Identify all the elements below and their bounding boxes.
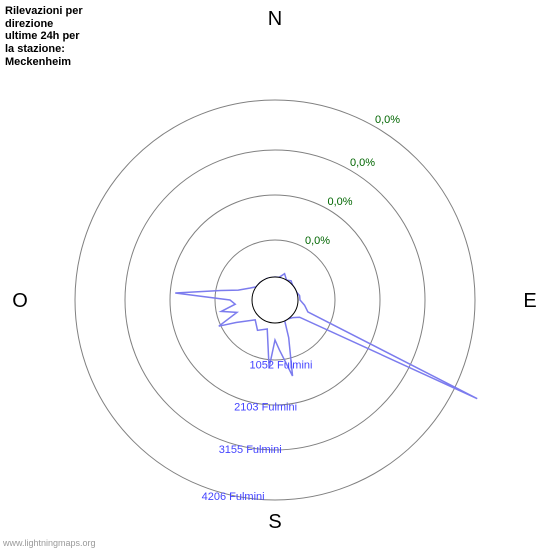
ring-fulmini-label: 4206 Fulmini xyxy=(202,491,265,503)
ring-fulmini-label: 2103 Fulmini xyxy=(234,402,297,414)
footer-link: www.lightningmaps.org xyxy=(3,538,96,548)
ring-pct-label: 0,0% xyxy=(328,196,353,208)
cardinal-label: N xyxy=(268,8,282,30)
cardinal-label: O xyxy=(12,290,28,312)
ring-pct-label: 0,0% xyxy=(305,235,330,247)
wind-rose xyxy=(175,274,477,399)
ring-fulmini-label: 1052 Fulmini xyxy=(249,359,312,371)
title-line: la stazione: xyxy=(5,43,65,55)
ring-fulmini-label: 3155 Fulmini xyxy=(219,444,282,456)
polar-chart: 0,0% 0,0% 0,0% 0,0% 1052 Fulmini 2103 Fulmini… xyxy=(0,0,550,550)
chart-title: Rilevazioni per direzione ultime 24h per… xyxy=(5,5,83,68)
cardinal-label: S xyxy=(268,511,281,533)
title-line: Meckenheim xyxy=(5,56,71,68)
title-line: Rilevazioni per xyxy=(5,5,83,17)
cardinal-label: E xyxy=(523,290,536,312)
ring-pct-label: 0,0% xyxy=(375,114,400,126)
title-line: ultime 24h per xyxy=(5,30,80,42)
inner-circle xyxy=(252,277,298,323)
title-line: direzione xyxy=(5,18,53,30)
ring-pct-label: 0,0% xyxy=(350,157,375,169)
